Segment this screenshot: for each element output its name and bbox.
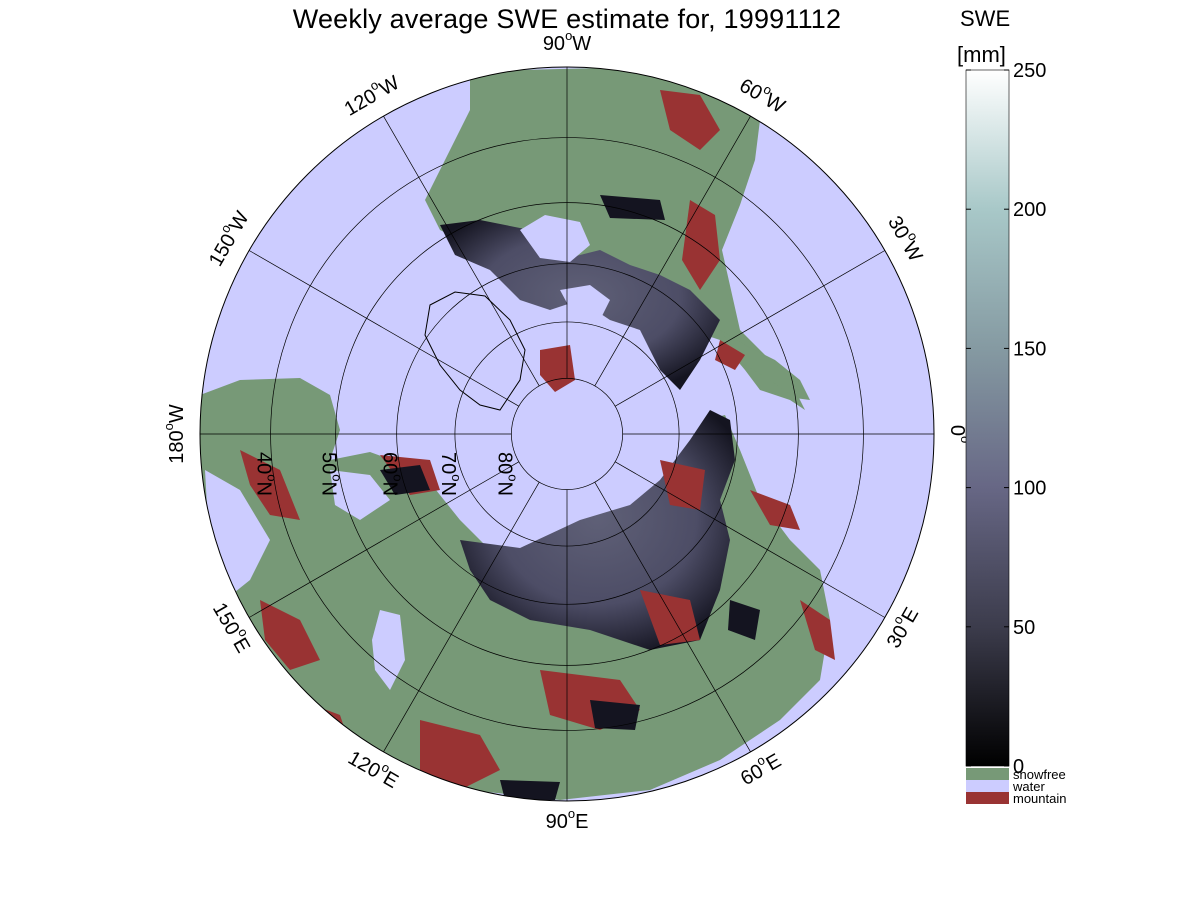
latitude-label-80N: 80oN bbox=[493, 452, 520, 496]
canada-snow-cover bbox=[440, 220, 720, 390]
category-swatch-mountain bbox=[966, 792, 1009, 804]
meridian--120 bbox=[383, 115, 540, 387]
longitude-label-90W: 90oW bbox=[543, 28, 591, 55]
alaska-land bbox=[720, 330, 810, 400]
meridian-150 bbox=[248, 461, 520, 618]
map-border bbox=[199, 66, 935, 802]
snow-patches bbox=[380, 195, 760, 800]
colorbar-ticks: 0 50 100 150 200 250 bbox=[966, 60, 1046, 778]
siberia-snow-cover bbox=[460, 410, 735, 650]
meridian-60 bbox=[594, 481, 751, 753]
category-swatch-snowfree bbox=[966, 768, 1009, 780]
meridian--150 bbox=[248, 250, 520, 407]
arctic-archipelago-water bbox=[560, 285, 610, 320]
colorbar-tick-label: 200 bbox=[1013, 199, 1046, 221]
meridian--30 bbox=[614, 250, 886, 407]
category-label-mountain: mountain bbox=[1013, 791, 1066, 806]
colorbar-tick-label: 250 bbox=[1013, 60, 1046, 82]
latitude-label-60N: 60oN bbox=[378, 452, 405, 496]
latitude-label-50N: 50oN bbox=[317, 452, 344, 496]
longitude-label-90E: 90oE bbox=[546, 806, 589, 833]
colorbar-tick-label: 50 bbox=[1013, 617, 1035, 639]
latitude-label-40N: 40oN bbox=[252, 452, 279, 496]
greenland-outline bbox=[424, 291, 526, 411]
hudson-bay-water bbox=[520, 215, 590, 262]
longitude-label-30W: 30oW bbox=[883, 210, 930, 265]
longitude-label-60W: 60oW bbox=[735, 71, 790, 118]
category-swatch-water bbox=[966, 780, 1009, 792]
category-label-water: water bbox=[1012, 779, 1045, 794]
latitude-labels: 80oN 70oN 60oN 50oN 40oN bbox=[252, 452, 520, 496]
colorbar-tick-label: 0 bbox=[1013, 756, 1024, 778]
meridian-120 bbox=[383, 481, 540, 753]
map-title: Weekly average SWE estimate for, 1999111… bbox=[292, 4, 842, 34]
colorbar-title-line1: SWE bbox=[960, 6, 1011, 31]
longitude-label-0: 0o bbox=[946, 425, 973, 443]
meridian-30 bbox=[614, 461, 886, 618]
graticule bbox=[200, 67, 934, 801]
meridian--60 bbox=[594, 115, 751, 387]
caspian-sea-water bbox=[372, 610, 405, 690]
category-label-snowfree: snowfree bbox=[1013, 767, 1066, 782]
baltic-sea-water bbox=[330, 470, 390, 520]
colorbar-tick-label: 150 bbox=[1013, 338, 1046, 360]
colorbar-gradient bbox=[965, 69, 1010, 767]
colorbar-title-line2: [mm] bbox=[957, 42, 1006, 67]
longitude-labels: 90oW120oW150oW180oW150oE120oE90oE60oE30o… bbox=[161, 28, 972, 833]
colorbar-tick-label: 100 bbox=[1013, 478, 1046, 500]
latitude-label-70N: 70oN bbox=[437, 452, 464, 496]
longitude-label-180W: 180oW bbox=[161, 404, 188, 464]
